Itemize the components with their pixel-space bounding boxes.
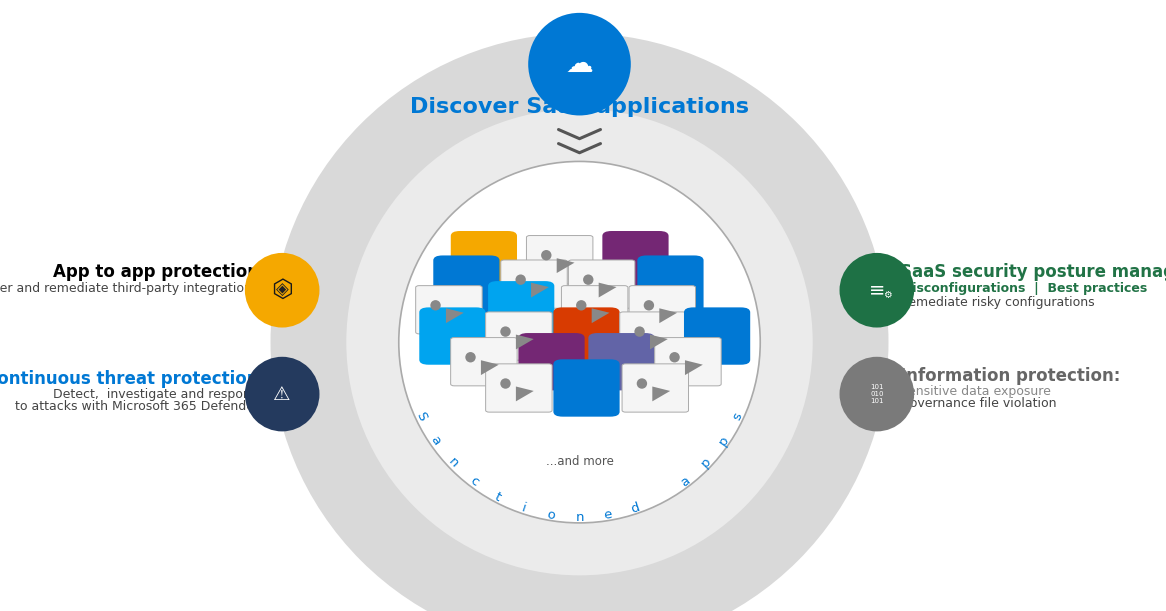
Text: p: p bbox=[698, 455, 714, 470]
Text: o: o bbox=[546, 508, 556, 522]
Text: ☁: ☁ bbox=[566, 50, 593, 78]
Ellipse shape bbox=[637, 378, 647, 389]
Text: Governance file violation: Governance file violation bbox=[900, 397, 1056, 410]
FancyBboxPatch shape bbox=[519, 333, 584, 390]
Text: 101
010
101: 101 010 101 bbox=[870, 384, 884, 404]
Text: to attacks with Microsoft 365 Defender: to attacks with Microsoft 365 Defender bbox=[15, 400, 259, 413]
FancyBboxPatch shape bbox=[554, 359, 619, 417]
Text: a: a bbox=[677, 474, 693, 489]
Ellipse shape bbox=[245, 253, 319, 327]
Text: c: c bbox=[468, 474, 480, 489]
Text: i: i bbox=[520, 501, 528, 514]
Text: a: a bbox=[427, 434, 443, 448]
Ellipse shape bbox=[541, 250, 552, 260]
FancyBboxPatch shape bbox=[434, 255, 499, 313]
Ellipse shape bbox=[271, 33, 888, 611]
Text: d: d bbox=[630, 500, 641, 516]
FancyBboxPatch shape bbox=[485, 312, 553, 360]
FancyBboxPatch shape bbox=[526, 236, 592, 284]
Polygon shape bbox=[556, 258, 575, 273]
Text: Misconfigurations  |  Best practices: Misconfigurations | Best practices bbox=[900, 282, 1147, 295]
Ellipse shape bbox=[634, 326, 645, 337]
FancyBboxPatch shape bbox=[620, 312, 686, 360]
Text: ⬡: ⬡ bbox=[272, 278, 293, 302]
Ellipse shape bbox=[500, 378, 511, 389]
FancyBboxPatch shape bbox=[562, 286, 627, 334]
FancyBboxPatch shape bbox=[501, 260, 567, 308]
FancyBboxPatch shape bbox=[415, 286, 483, 334]
Polygon shape bbox=[515, 335, 534, 349]
Ellipse shape bbox=[583, 274, 593, 285]
Text: S: S bbox=[413, 409, 429, 423]
Text: App to app protection: App to app protection bbox=[52, 263, 259, 281]
Text: ⚙: ⚙ bbox=[883, 290, 892, 300]
Text: Remediate risky configurations: Remediate risky configurations bbox=[900, 296, 1095, 309]
FancyBboxPatch shape bbox=[568, 260, 634, 308]
Polygon shape bbox=[649, 335, 668, 349]
Ellipse shape bbox=[840, 357, 914, 431]
Ellipse shape bbox=[576, 300, 586, 310]
Ellipse shape bbox=[669, 352, 680, 362]
Text: n: n bbox=[445, 455, 461, 470]
FancyBboxPatch shape bbox=[623, 364, 688, 412]
Text: t: t bbox=[492, 490, 504, 503]
FancyBboxPatch shape bbox=[589, 333, 654, 390]
Ellipse shape bbox=[346, 109, 813, 576]
FancyBboxPatch shape bbox=[420, 307, 485, 365]
FancyBboxPatch shape bbox=[450, 338, 517, 386]
Text: Detect,  investigate and respond: Detect, investigate and respond bbox=[54, 387, 259, 401]
Text: Sensitive data exposure: Sensitive data exposure bbox=[900, 384, 1051, 398]
Polygon shape bbox=[445, 309, 464, 323]
Ellipse shape bbox=[399, 161, 760, 523]
FancyBboxPatch shape bbox=[485, 364, 553, 412]
FancyBboxPatch shape bbox=[603, 231, 668, 288]
FancyBboxPatch shape bbox=[684, 307, 750, 365]
Text: n: n bbox=[575, 511, 584, 524]
FancyBboxPatch shape bbox=[655, 338, 721, 386]
Text: SaaS security posture management (SSPM): SaaS security posture management (SSPM) bbox=[900, 263, 1166, 281]
FancyBboxPatch shape bbox=[489, 281, 554, 338]
Ellipse shape bbox=[465, 352, 476, 362]
Text: ...and more: ...and more bbox=[546, 455, 613, 468]
Text: Information protection:: Information protection: bbox=[900, 367, 1121, 385]
Ellipse shape bbox=[840, 253, 914, 327]
Polygon shape bbox=[480, 360, 499, 375]
Polygon shape bbox=[598, 283, 617, 298]
Ellipse shape bbox=[245, 357, 319, 431]
Ellipse shape bbox=[500, 326, 511, 337]
Text: ≡: ≡ bbox=[869, 280, 885, 300]
Polygon shape bbox=[531, 283, 549, 298]
FancyBboxPatch shape bbox=[630, 286, 695, 334]
Text: Continuous threat protection: Continuous threat protection bbox=[0, 370, 259, 388]
Ellipse shape bbox=[515, 274, 526, 285]
Polygon shape bbox=[684, 360, 703, 375]
Text: p: p bbox=[716, 434, 732, 448]
FancyBboxPatch shape bbox=[451, 231, 517, 288]
Ellipse shape bbox=[528, 13, 631, 115]
Ellipse shape bbox=[644, 300, 654, 310]
Text: e: e bbox=[603, 508, 613, 522]
FancyBboxPatch shape bbox=[638, 255, 703, 313]
Text: s: s bbox=[731, 410, 745, 422]
Text: ◈: ◈ bbox=[276, 281, 288, 299]
Text: Discover SaaS applications: Discover SaaS applications bbox=[410, 97, 749, 117]
Text: Discover and remediate third-party integrations: Discover and remediate third-party integ… bbox=[0, 282, 259, 295]
Ellipse shape bbox=[430, 300, 441, 310]
Polygon shape bbox=[591, 309, 610, 323]
Polygon shape bbox=[652, 387, 670, 401]
FancyBboxPatch shape bbox=[554, 307, 619, 365]
Polygon shape bbox=[659, 309, 677, 323]
Text: ⚠: ⚠ bbox=[273, 384, 292, 404]
Polygon shape bbox=[515, 387, 534, 401]
